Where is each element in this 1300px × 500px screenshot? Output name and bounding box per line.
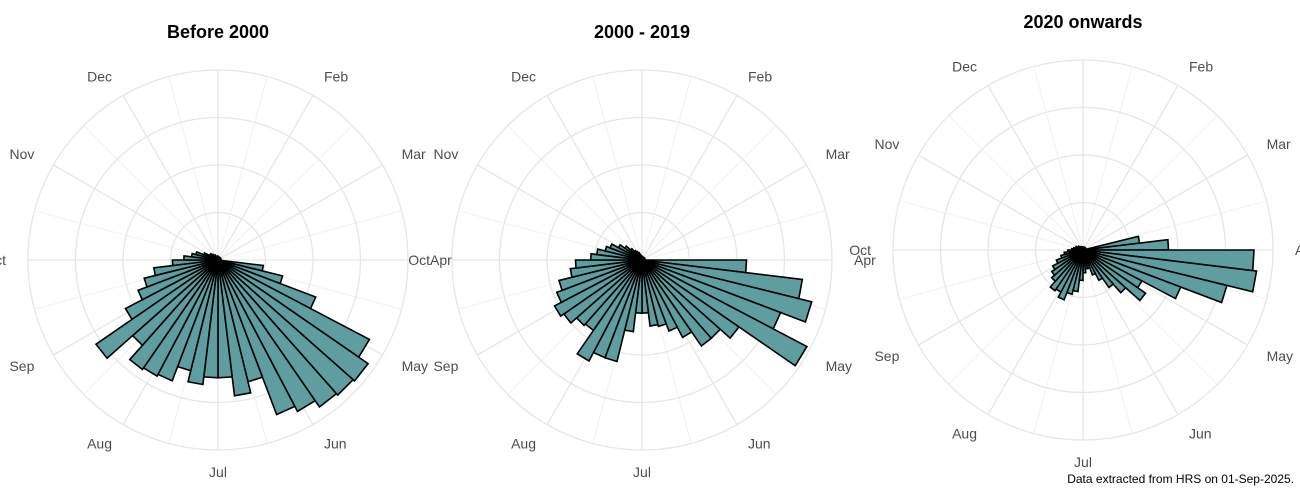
panel-title: 2020 onwards [1023,12,1142,32]
month-label-nov: Nov [874,136,899,152]
month-label-dec: Dec [87,68,112,84]
month-label-feb: Feb [1189,58,1213,74]
month-label-oct: Oct [0,252,6,268]
center-hub [638,256,646,264]
month-label-apr: Apr [854,252,876,268]
month-label-mar: Mar [402,146,426,162]
month-label-jul: Jul [1074,454,1092,470]
grid-ring [74,116,362,404]
month-label-may: May [402,358,428,374]
month-label-nov: Nov [433,146,458,162]
month-label-aug: Aug [952,426,977,442]
polar-panel-3: 2020 onwards Feb Mar Apr May Jun Jul Aug Sep Oct N… [849,12,1300,470]
bar-series [553,243,813,367]
month-label-apr: Apr [430,252,452,268]
panel-title: 2000 - 2019 [594,22,690,42]
polar-panel-2: 2000 - 2019 Feb Mar Apr May Jun Jul Aug Sep Oct No… [408,22,876,480]
month-label-mar: Mar [826,146,850,162]
month-label-mar: Mar [1267,136,1291,152]
month-label-may: May [826,358,852,374]
month-label-dec: Dec [952,58,977,74]
month-label-sep: Sep [874,348,899,364]
month-labels: Feb Mar Apr May Jun Jul Aug Sep Oct Nov Dec [849,58,1300,470]
month-label-jul: Jul [209,464,227,480]
bar-series [1049,235,1258,304]
month-label-jul: Jul [633,464,651,480]
data-source-caption: Data extracted from HRS on 01-Sep-2025. [1067,472,1294,486]
month-label-dec: Dec [511,68,536,84]
month-labels: Feb Mar Apr May Jun Jul Aug Sep Oct Nov Dec [0,68,452,480]
month-label-nov: Nov [9,146,34,162]
month-label-aug: Aug [511,436,536,452]
grid-ring [27,69,409,451]
month-label-jun: Jun [324,436,347,452]
panel-title: Before 2000 [167,22,269,42]
month-label-feb: Feb [748,68,772,84]
polar-panel-1: Before 2000 Feb Mar Apr May Jun Jul Aug Sep Oct No… [0,22,452,480]
month-label-sep: Sep [9,358,34,374]
month-label-jun: Jun [748,436,771,452]
month-label-sep: Sep [433,358,458,374]
month-labels: Feb Mar Apr May Jun Jul Aug Sep Oct Nov Dec [408,68,876,480]
month-label-aug: Aug [87,436,112,452]
month-label-may: May [1267,348,1293,364]
month-label-oct: Oct [408,252,430,268]
grid-ring [451,69,833,451]
grid-ring [498,116,786,404]
grid-ring [892,59,1274,441]
month-label-feb: Feb [324,68,348,84]
center-hub [1079,246,1087,254]
month-label-oct: Oct [849,242,871,258]
bar-series [94,250,371,416]
month-label-jun: Jun [1189,426,1212,442]
month-label-apr: Apr [1295,242,1300,258]
center-hub [214,256,222,264]
